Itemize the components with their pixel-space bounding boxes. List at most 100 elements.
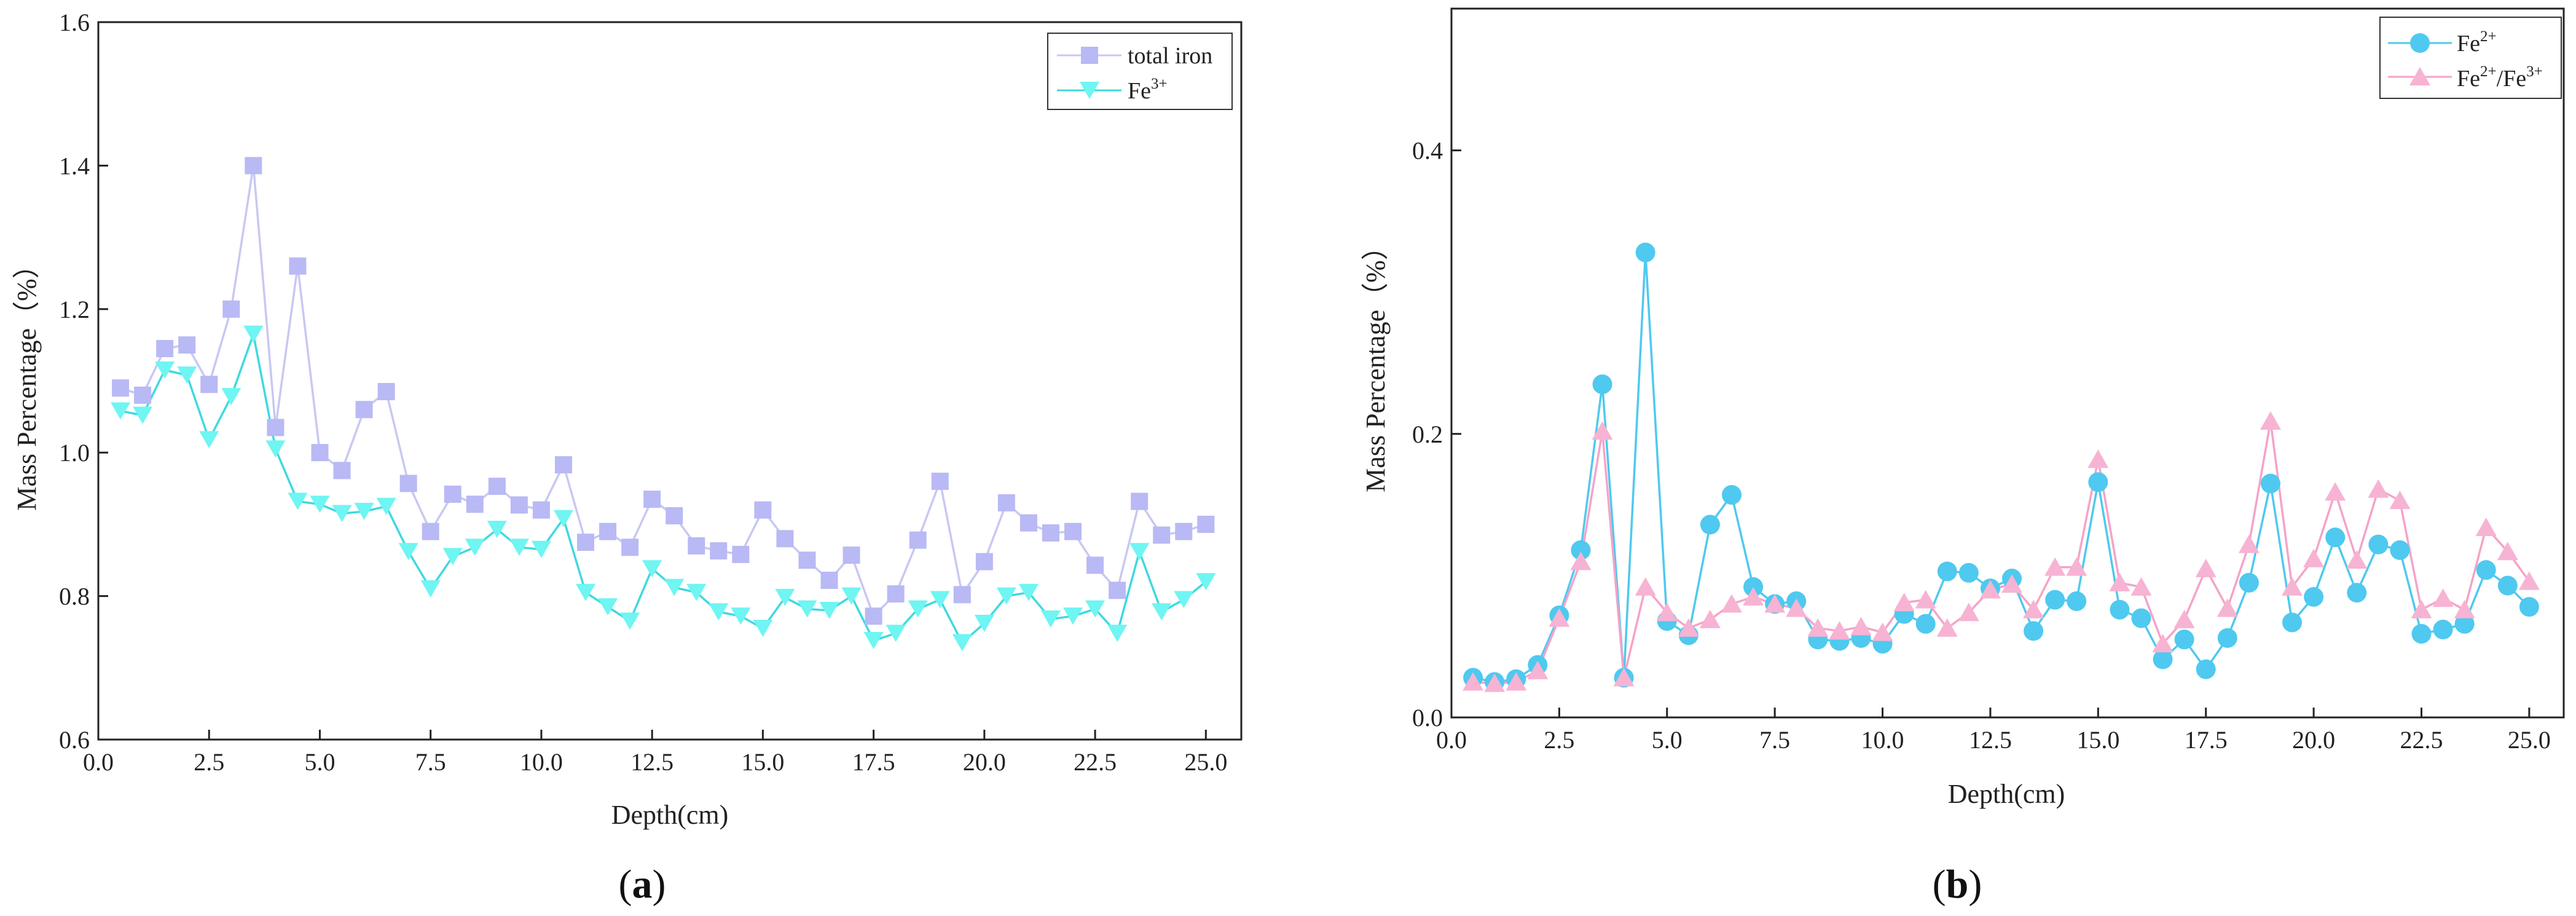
data-point-a-0 bbox=[178, 336, 196, 354]
data-point-a-1 bbox=[576, 583, 596, 601]
x-axis-label-a: Depth(cm) bbox=[611, 800, 729, 830]
legend-label-fe2-fe3-ratio: Fe2+/Fe3+ bbox=[2457, 63, 2543, 92]
data-point-b-1 bbox=[2238, 534, 2260, 553]
data-point-a-1 bbox=[819, 601, 839, 619]
data-point-a-1 bbox=[974, 614, 994, 632]
data-point-a-1 bbox=[177, 366, 197, 384]
data-point-a-1 bbox=[686, 583, 707, 601]
data-point-a-1 bbox=[332, 505, 352, 523]
data-point-a-1 bbox=[1174, 591, 1194, 609]
data-point-b-1 bbox=[1613, 668, 1635, 687]
data-point-b-0 bbox=[1915, 614, 1936, 634]
data-point-a-1 bbox=[952, 634, 972, 652]
data-point-a-1 bbox=[731, 607, 751, 625]
data-point-b-0 bbox=[2260, 473, 2280, 494]
data-point-a-1 bbox=[1196, 573, 1216, 591]
data-point-b-1 bbox=[1786, 598, 1807, 617]
data-point-a-1 bbox=[487, 521, 507, 539]
y-tick-label-a: 0.6 bbox=[59, 726, 90, 754]
data-point-b-0 bbox=[1958, 563, 1979, 583]
y-tick-label-a: 0.8 bbox=[59, 583, 90, 610]
data-point-b-1 bbox=[1958, 602, 1979, 622]
data-point-a-0 bbox=[820, 571, 838, 589]
data-point-a-1 bbox=[265, 440, 286, 458]
data-point-b-1 bbox=[2130, 577, 2152, 596]
x-tick-label-a: 17.5 bbox=[852, 748, 895, 776]
data-point-b-0 bbox=[1743, 577, 1764, 597]
x-tick-label-b: 15.0 bbox=[2076, 726, 2119, 754]
data-point-a-0 bbox=[554, 456, 572, 474]
data-point-a-0 bbox=[599, 523, 617, 540]
y-tick-label-a: 1.2 bbox=[59, 296, 90, 323]
data-point-a-0 bbox=[377, 383, 395, 401]
data-point-a-0 bbox=[997, 494, 1015, 511]
legend-label-total-iron: total iron bbox=[1128, 43, 1212, 69]
data-point-a-1 bbox=[1041, 610, 1061, 628]
panel-label-a: (a) bbox=[619, 862, 666, 907]
data-point-b-0 bbox=[2368, 534, 2389, 555]
x-tick-label-b: 2.5 bbox=[1544, 726, 1574, 754]
data-point-a-0 bbox=[134, 386, 152, 404]
data-point-b-0 bbox=[2131, 608, 2151, 628]
data-point-b-0 bbox=[1571, 540, 1591, 560]
data-point-b-1 bbox=[1463, 672, 1484, 691]
data-point-a-1 bbox=[243, 325, 264, 343]
series-line-b-0 bbox=[1472, 252, 2531, 684]
data-point-a-0 bbox=[688, 537, 705, 555]
data-point-a-0 bbox=[1131, 492, 1149, 510]
data-point-b-1 bbox=[1592, 421, 1613, 440]
data-point-b-1 bbox=[1829, 621, 1850, 640]
data-point-b-0 bbox=[2497, 575, 2518, 596]
data-point-a-0 bbox=[643, 491, 661, 508]
data-point-a-1 bbox=[531, 540, 551, 558]
data-point-a-1 bbox=[620, 612, 640, 630]
data-point-b-1 bbox=[1635, 577, 1656, 596]
data-point-a-1 bbox=[797, 600, 817, 618]
data-point-a-1 bbox=[553, 510, 573, 527]
data-point-b-0 bbox=[1635, 242, 1655, 263]
data-point-b-1 bbox=[1549, 608, 1570, 627]
data-point-b-0 bbox=[2217, 628, 2237, 648]
data-point-b-0 bbox=[2304, 586, 2324, 607]
data-point-a-1 bbox=[442, 548, 463, 566]
data-point-a-0 bbox=[798, 551, 816, 569]
data-point-a-0 bbox=[732, 545, 750, 563]
x-tick-label-b: 22.5 bbox=[2400, 726, 2443, 754]
data-point-b-0 bbox=[2110, 599, 2130, 620]
legend-marker-total-iron bbox=[1081, 47, 1098, 64]
data-point-a-1 bbox=[775, 588, 795, 606]
data-point-b-1 bbox=[1893, 593, 1915, 612]
data-point-a-1 bbox=[133, 406, 153, 424]
data-point-a-0 bbox=[466, 496, 484, 513]
y-axis-label-a: Mass Percentage（%） bbox=[12, 251, 42, 511]
legend-marker-fe2-fe3-ratio bbox=[2409, 67, 2430, 85]
data-point-b-1 bbox=[2325, 482, 2346, 501]
data-point-b-1 bbox=[2001, 574, 2023, 593]
x-axis-label-b: Depth(cm) bbox=[1948, 779, 2065, 809]
data-point-a-0 bbox=[444, 485, 461, 503]
data-point-b-1 bbox=[1527, 660, 1549, 679]
data-point-a-0 bbox=[621, 539, 639, 556]
data-point-a-1 bbox=[354, 502, 374, 520]
data-point-a-0 bbox=[776, 530, 794, 548]
data-point-b-1 bbox=[1872, 622, 1893, 641]
data-point-a-0 bbox=[289, 257, 307, 275]
data-point-b-0 bbox=[2024, 621, 2044, 641]
data-point-a-0 bbox=[953, 586, 971, 604]
data-point-a-0 bbox=[399, 475, 417, 492]
data-point-b-1 bbox=[1764, 594, 1786, 613]
data-point-a-0 bbox=[1109, 582, 1126, 599]
x-tick-label-a: 5.0 bbox=[304, 748, 335, 776]
data-point-b-0 bbox=[2282, 612, 2303, 633]
data-point-b-1 bbox=[1678, 618, 1699, 637]
data-point-b-1 bbox=[1721, 594, 1743, 613]
x-tick-label-b: 7.5 bbox=[1759, 726, 1790, 754]
data-point-b-0 bbox=[2239, 572, 2259, 593]
y-tick-label-b: 0.4 bbox=[1412, 137, 1443, 165]
data-point-a-1 bbox=[288, 492, 308, 510]
data-point-b-1 bbox=[1915, 590, 1936, 609]
data-point-b-1 bbox=[1807, 618, 1829, 637]
data-point-b-0 bbox=[2196, 659, 2216, 679]
y-tick-label-b: 0.2 bbox=[1412, 420, 1443, 448]
